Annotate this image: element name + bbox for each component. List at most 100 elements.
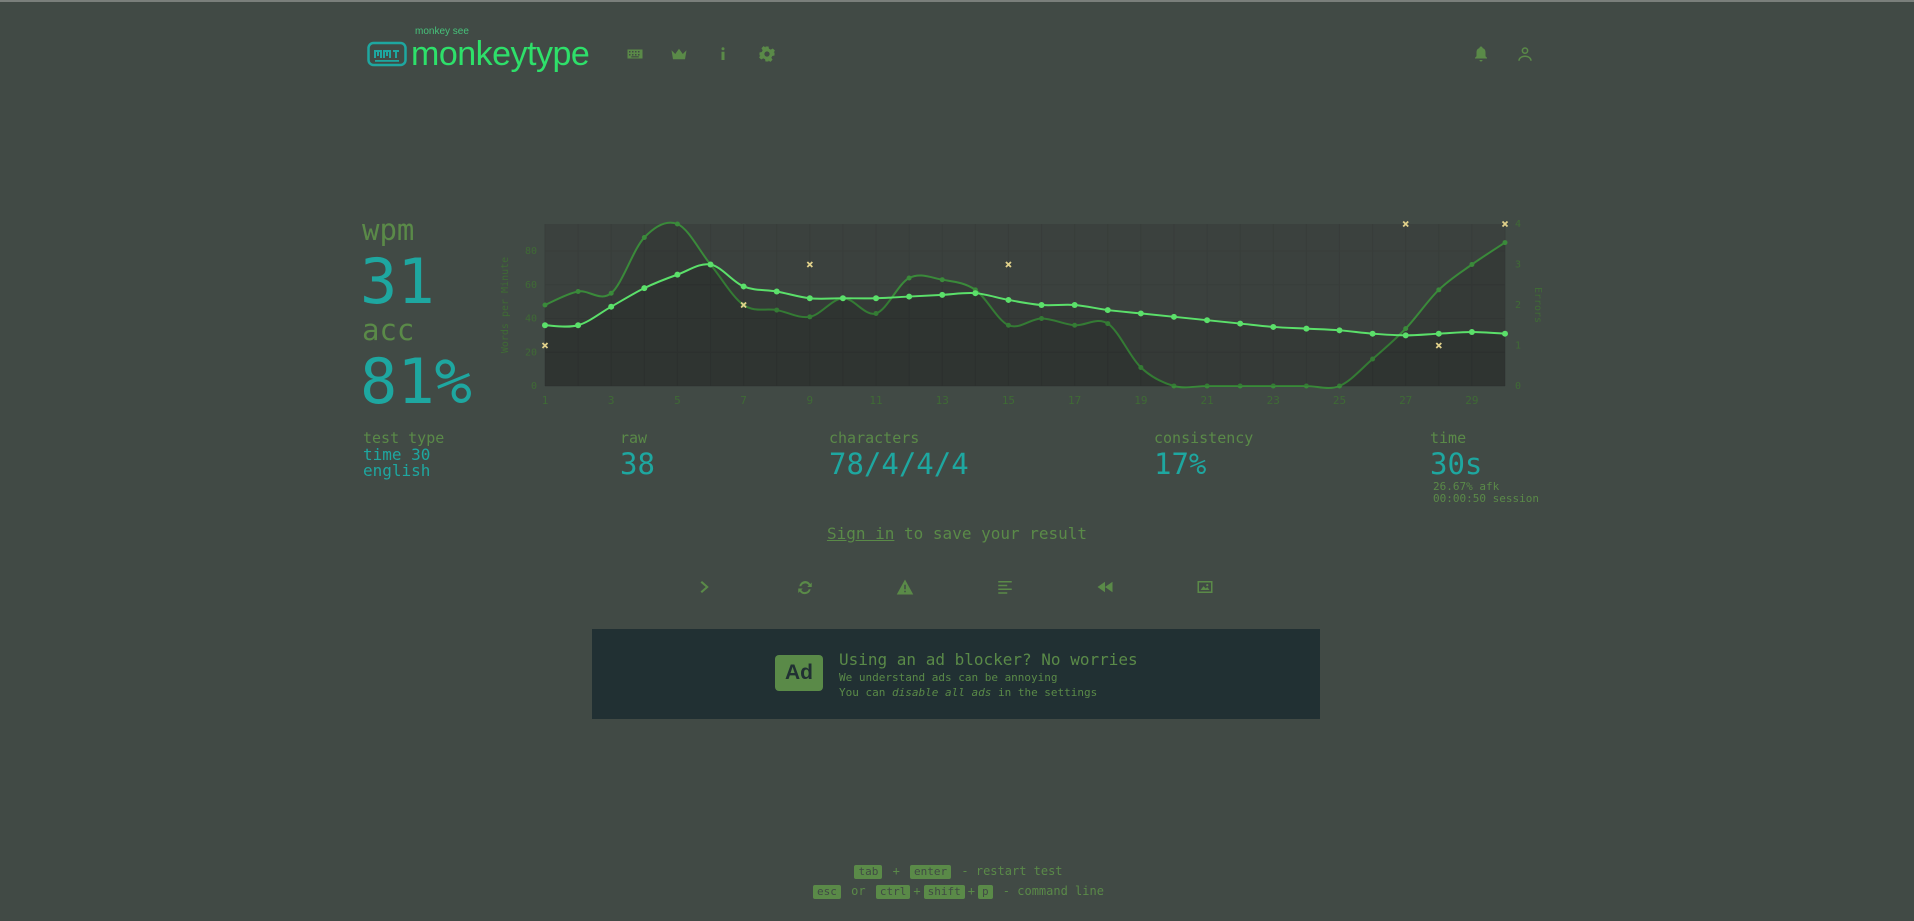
- report-button[interactable]: [890, 574, 920, 600]
- data-point-wpm: [575, 322, 582, 329]
- screenshot-button[interactable]: [1190, 574, 1220, 600]
- gear-icon[interactable]: [755, 42, 779, 66]
- ad-line-1: We understand ads can be annoying: [839, 671, 1058, 684]
- data-point-wpm: [542, 322, 548, 329]
- x-tick-label: 7: [740, 394, 747, 407]
- hint-plus-2: +: [913, 884, 921, 898]
- align-left-icon: [998, 581, 1012, 594]
- backward-icon: [1097, 581, 1113, 593]
- key-esc: esc: [813, 885, 841, 899]
- data-point-raw: [641, 235, 647, 240]
- wpm-label: wpm: [362, 213, 415, 247]
- test-type-mode: time 30: [363, 445, 431, 464]
- x-tick-label: 15: [1002, 394, 1015, 407]
- x-tick-label: 21: [1200, 394, 1213, 407]
- signin-prompt: Sign in to save your result: [0, 524, 1914, 543]
- key-p: p: [977, 885, 993, 899]
- consistency-label: consistency: [1154, 429, 1254, 447]
- logo[interactable]: monkey see monkeytype: [367, 26, 590, 73]
- x-tick-label: 29: [1465, 394, 1478, 407]
- bell-icon[interactable]: [1469, 42, 1493, 66]
- data-point-raw: [1303, 383, 1309, 389]
- x-tick-label: 9: [807, 394, 814, 407]
- data-point-raw: [1270, 383, 1276, 389]
- test-type-language: english: [363, 461, 431, 480]
- acc-value: 81%: [360, 345, 472, 418]
- data-point-raw: [873, 310, 879, 316]
- user-icon[interactable]: [1513, 42, 1537, 66]
- x-tick-label: 19: [1134, 394, 1147, 407]
- data-point-raw: [1237, 383, 1243, 389]
- data-point-raw: [1138, 364, 1144, 370]
- session-time: 00:00:50 session: [1433, 492, 1539, 505]
- info-icon[interactable]: [711, 42, 735, 66]
- data-point-wpm: [806, 295, 813, 302]
- data-point-raw: [1072, 322, 1078, 328]
- error-marker: [1402, 220, 1409, 228]
- wpm-value: 31: [360, 245, 435, 318]
- data-point-raw: [1204, 383, 1210, 389]
- next-test-button[interactable]: [690, 574, 720, 600]
- series-area-wpm: [545, 264, 1505, 386]
- command-line-hint: esc or ctrl + shift + p - command line: [0, 884, 1914, 899]
- words-history-button[interactable]: [990, 574, 1020, 600]
- raw-stat: raw 38: [620, 429, 655, 481]
- data-point-wpm: [873, 295, 880, 302]
- data-point-wpm: [1071, 302, 1078, 308]
- ad-badge-icon: Ad: [775, 655, 823, 691]
- error-marker: [1501, 220, 1509, 228]
- data-point-raw: [1039, 316, 1045, 321]
- data-point-raw: [1502, 240, 1508, 246]
- ad-title: Using an ad blocker? No worries: [839, 650, 1138, 669]
- key-tab: tab: [854, 865, 883, 879]
- raw-label: raw: [620, 429, 648, 447]
- y-tick-label: 20: [525, 347, 537, 358]
- data-point-raw: [1171, 383, 1177, 389]
- data-point-wpm: [906, 293, 913, 300]
- x-tick-label: 3: [608, 394, 615, 407]
- logo-title: monkeytype: [411, 35, 590, 73]
- key-shift: shift: [923, 885, 965, 899]
- y-tick-label: 60: [525, 280, 537, 291]
- characters-stat: characters 78/4/4/4: [829, 429, 969, 481]
- x-tick-label: 27: [1399, 394, 1412, 407]
- data-point-wpm: [1104, 307, 1111, 314]
- x-tick-label: 1: [542, 394, 549, 407]
- signin-text: to save your result: [894, 524, 1088, 543]
- disable-ads-text: disable all ads: [891, 686, 992, 699]
- data-point-wpm: [1038, 302, 1045, 308]
- time-stat: time 30s 26.67% afk 00:00:50 session: [1430, 429, 1539, 505]
- x-tick-label: 17: [1068, 394, 1081, 407]
- data-point-raw: [1403, 326, 1409, 332]
- keyboard-logo-icon: [367, 41, 407, 67]
- ad-blocker-notice: Ad Using an ad blocker? No worries We un…: [592, 629, 1320, 719]
- hint-plus: +: [892, 864, 900, 878]
- y2-tick-label: 4: [1515, 219, 1521, 230]
- data-point-wpm: [1435, 330, 1442, 337]
- consistency-stat: consistency 17%: [1154, 429, 1253, 481]
- characters-label: characters: [829, 429, 920, 447]
- data-point-wpm: [1502, 330, 1508, 337]
- key-ctrl: ctrl: [875, 885, 911, 899]
- x-tick-label: 5: [674, 394, 681, 407]
- data-point-wpm: [1170, 313, 1177, 320]
- raw-value: 38: [620, 447, 655, 481]
- signin-link[interactable]: Sign in: [826, 524, 895, 543]
- crown-icon[interactable]: [667, 42, 691, 66]
- data-point-raw: [1370, 356, 1376, 362]
- characters-value: 78/4/4/4: [829, 447, 969, 481]
- error-marker: [541, 342, 549, 349]
- afk-percent: 26.67% afk: [1433, 480, 1500, 493]
- data-point-wpm: [1468, 329, 1475, 335]
- data-point-raw: [575, 289, 581, 294]
- restart-test-button[interactable]: [790, 574, 820, 600]
- data-point-wpm: [773, 288, 780, 295]
- data-point-raw: [807, 314, 813, 320]
- key-enter: enter: [910, 865, 952, 879]
- data-point-raw: [1005, 322, 1011, 328]
- test-type-stat: test type time 30 english: [363, 429, 444, 479]
- replay-button[interactable]: [1090, 574, 1120, 600]
- data-point-wpm: [707, 261, 714, 268]
- time-label: time: [1430, 429, 1467, 447]
- keyboard-icon[interactable]: [623, 42, 647, 66]
